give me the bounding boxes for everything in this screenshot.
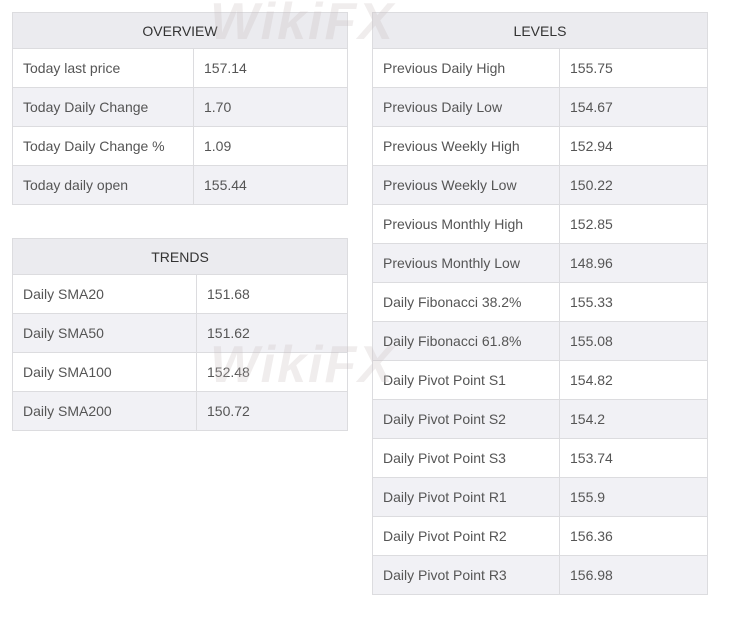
row-label: Today daily open: [12, 165, 194, 205]
row-value: 153.74: [559, 438, 708, 478]
table-row: Today Daily Change % 1.09: [12, 126, 348, 166]
row-value: 152.85: [559, 204, 708, 244]
row-label: Previous Monthly High: [372, 204, 560, 244]
overview-title: OVERVIEW: [12, 12, 348, 49]
levels-table: LEVELS Previous Daily High 155.75 Previous…: [372, 12, 708, 595]
row-value: 1.70: [193, 87, 348, 127]
table-row: Daily SMA20 151.68: [12, 274, 348, 314]
row-label: Today Daily Change: [12, 87, 194, 127]
table-row: Daily SMA100 152.48: [12, 352, 348, 392]
row-value: 154.82: [559, 360, 708, 400]
row-label: Daily Pivot Point S1: [372, 360, 560, 400]
row-label: Today last price: [12, 48, 194, 88]
row-label: Previous Weekly High: [372, 126, 560, 166]
row-value: 151.68: [196, 274, 348, 314]
row-label: Previous Monthly Low: [372, 243, 560, 283]
row-value: 155.75: [559, 48, 708, 88]
row-label: Daily Pivot Point R3: [372, 555, 560, 595]
overview-table: OVERVIEW Today last price 157.14 Today Dai…: [12, 12, 348, 205]
row-value: 152.94: [559, 126, 708, 166]
row-label: Daily Fibonacci 38.2%: [372, 282, 560, 322]
row-label: Daily SMA20: [12, 274, 197, 314]
row-value: 150.22: [559, 165, 708, 205]
row-label: Daily Pivot Point S2: [372, 399, 560, 439]
table-row: Daily SMA50 151.62: [12, 313, 348, 353]
table-row: Daily Pivot Point R2 156.36: [372, 516, 708, 556]
table-row: Previous Weekly Low 150.22: [372, 165, 708, 205]
table-row: Previous Daily High 155.75: [372, 48, 708, 88]
row-value: 151.62: [196, 313, 348, 353]
row-label: Daily Pivot Point R2: [372, 516, 560, 556]
table-row: Previous Weekly High 152.94: [372, 126, 708, 166]
table-row: Today daily open 155.44: [12, 165, 348, 205]
row-value: 155.9: [559, 477, 708, 517]
row-label: Daily Pivot Point R1: [372, 477, 560, 517]
row-label: Today Daily Change %: [12, 126, 194, 166]
row-label: Previous Weekly Low: [372, 165, 560, 205]
table-row: Daily Pivot Point R1 155.9: [372, 477, 708, 517]
table-row: Previous Daily Low 154.67: [372, 87, 708, 127]
table-row: Daily SMA200 150.72: [12, 391, 348, 431]
row-value: 154.2: [559, 399, 708, 439]
table-row: Daily Pivot Point S1 154.82: [372, 360, 708, 400]
table-row: Today last price 157.14: [12, 48, 348, 88]
row-value: 157.14: [193, 48, 348, 88]
trends-table: TRENDS Daily SMA20 151.68 Daily SMA50 151.6…: [12, 238, 348, 431]
row-value: 148.96: [559, 243, 708, 283]
levels-title: LEVELS: [372, 12, 708, 49]
row-value: 155.44: [193, 165, 348, 205]
row-value: 150.72: [196, 391, 348, 431]
table-row: Daily Pivot Point S2 154.2: [372, 399, 708, 439]
row-label: Previous Daily Low: [372, 87, 560, 127]
table-row: Previous Monthly High 152.85: [372, 204, 708, 244]
row-value: 156.98: [559, 555, 708, 595]
table-row: Daily Fibonacci 61.8% 155.08: [372, 321, 708, 361]
table-row: Daily Pivot Point R3 156.98: [372, 555, 708, 595]
row-value: 152.48: [196, 352, 348, 392]
table-row: Daily Fibonacci 38.2% 155.33: [372, 282, 708, 322]
row-value: 155.33: [559, 282, 708, 322]
row-value: 154.67: [559, 87, 708, 127]
row-label: Daily SMA100: [12, 352, 197, 392]
row-label: Daily SMA200: [12, 391, 197, 431]
row-value: 155.08: [559, 321, 708, 361]
row-label: Daily Fibonacci 61.8%: [372, 321, 560, 361]
trends-title: TRENDS: [12, 238, 348, 275]
row-label: Daily Pivot Point S3: [372, 438, 560, 478]
table-row: Today Daily Change 1.70: [12, 87, 348, 127]
row-label: Previous Daily High: [372, 48, 560, 88]
table-row: Daily Pivot Point S3 153.74: [372, 438, 708, 478]
row-value: 1.09: [193, 126, 348, 166]
table-row: Previous Monthly Low 148.96: [372, 243, 708, 283]
row-value: 156.36: [559, 516, 708, 556]
row-label: Daily SMA50: [12, 313, 197, 353]
